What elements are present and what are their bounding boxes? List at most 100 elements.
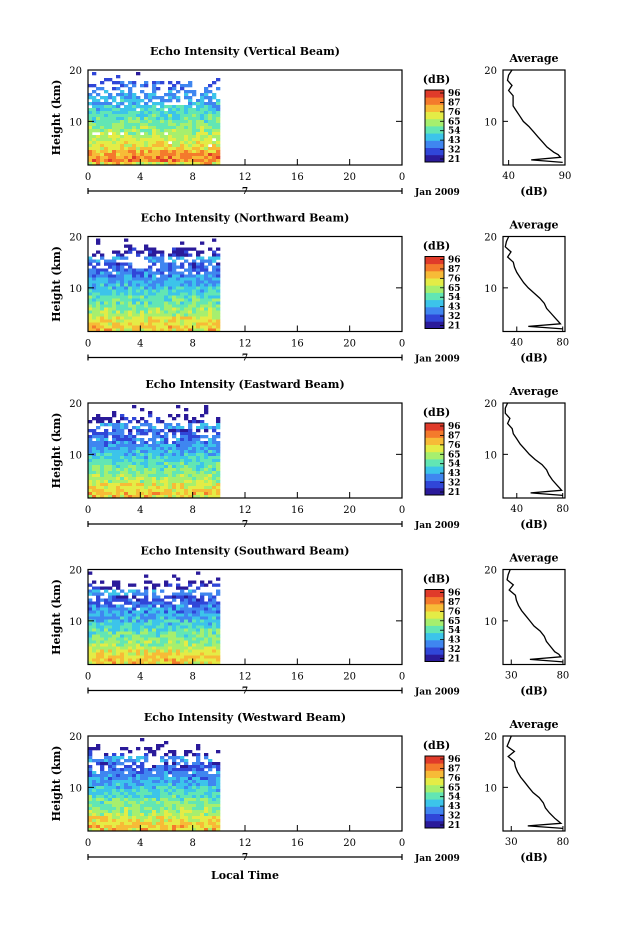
- heatmap-cell: [104, 120, 109, 124]
- heatmap-cell: [164, 789, 169, 793]
- heatmap-cell: [188, 138, 193, 142]
- heatmap-cell: [124, 459, 129, 463]
- heatmap-cell: [172, 250, 177, 254]
- heatmap-cell: [196, 117, 201, 121]
- heatmap-cell: [144, 277, 149, 281]
- heatmap-cell: [180, 465, 185, 469]
- heatmap-cell: [148, 277, 153, 281]
- heatmap-cell: [168, 292, 173, 296]
- heatmap-cell: [148, 438, 153, 442]
- heatmap-cell: [124, 813, 129, 817]
- heatmap-cell: [120, 310, 125, 314]
- heatmap-cell: [188, 819, 193, 823]
- colorbar-segment: [425, 133, 444, 141]
- heatmap-cell: [88, 147, 93, 151]
- heatmap-cell: [120, 789, 125, 793]
- heatmap-cell: [120, 771, 125, 775]
- heatmap-cell: [180, 777, 185, 781]
- heatmap-cell: [192, 435, 197, 439]
- heatmap-cell: [148, 628, 153, 632]
- heatmap-cell: [132, 271, 137, 275]
- heatmap-cell: [148, 792, 153, 796]
- heatmap-cell: [216, 634, 221, 638]
- heatmap-cell: [120, 307, 125, 311]
- heatmap-cell: [100, 280, 105, 284]
- heatmap-cell: [204, 798, 209, 802]
- heatmap-cell: [128, 480, 133, 484]
- heatmap-cell: [148, 144, 153, 148]
- heatmap-cell: [156, 774, 161, 778]
- heatmap-cell: [144, 610, 149, 614]
- heatmap-cell: [180, 622, 185, 626]
- heatmap-cell: [128, 444, 133, 448]
- heatmap-cell: [120, 613, 125, 617]
- heatmap-cell: [212, 492, 217, 496]
- heatmap-cell: [132, 447, 137, 451]
- colorbar-segment: [425, 451, 444, 460]
- x-tick-label: 0: [399, 339, 405, 350]
- heatmap-cell: [116, 756, 121, 760]
- heatmap-cell: [108, 798, 113, 802]
- heatmap-cell: [192, 658, 197, 662]
- heatmap-cell: [108, 444, 113, 448]
- heatmap-cell: [144, 783, 149, 787]
- heatmap-cell: [124, 135, 129, 139]
- heatmap-cell: [208, 807, 213, 811]
- heatmap-cell: [96, 646, 101, 650]
- heatmap-cell: [128, 111, 133, 115]
- heatmap-cell: [216, 247, 221, 251]
- heatmap-cell: [92, 607, 97, 611]
- heatmap-cell: [176, 328, 181, 332]
- heatmap-cell: [124, 777, 129, 781]
- heatmap-cell: [172, 750, 177, 754]
- heatmap-cell: [100, 610, 105, 614]
- heatmap-cell: [116, 432, 121, 436]
- heatmap-cell: [148, 135, 153, 139]
- heatmap-cell: [152, 138, 157, 142]
- heatmap-cell: [156, 444, 161, 448]
- heatmap-cell: [164, 646, 169, 650]
- heatmap-cell: [132, 129, 137, 133]
- heatmap-cell: [184, 816, 189, 820]
- heatmap-cell: [208, 792, 213, 796]
- heatmap-cell: [212, 259, 217, 263]
- heatmap-cell: [188, 132, 193, 136]
- heatmap-cell: [212, 132, 217, 136]
- heatmap-cell: [124, 468, 129, 472]
- heatmap-cell: [108, 453, 113, 457]
- heatmap-cell: [172, 159, 177, 163]
- heatmap-cell: [172, 798, 177, 802]
- heatmap-cell: [112, 756, 117, 760]
- heatmap-cell: [148, 319, 153, 323]
- heatmap-cell: [172, 123, 177, 127]
- heatmap-cell: [164, 819, 169, 823]
- heatmap-cell: [200, 477, 205, 481]
- heatmap-cell: [128, 90, 133, 94]
- heatmap-cell: [160, 450, 165, 454]
- heatmap-cell: [180, 108, 185, 112]
- heatmap-cell: [100, 328, 105, 332]
- heatmap-cell: [140, 307, 145, 311]
- heatmap-cell: [96, 150, 101, 154]
- heatmap-cell: [192, 280, 197, 284]
- heatmap-cell: [148, 289, 153, 293]
- heatmap-cell: [160, 292, 165, 296]
- heatmap-cell: [188, 613, 193, 617]
- heatmap-cell: [188, 120, 193, 124]
- heatmap-cell: [152, 492, 157, 496]
- heatmap-cell: [124, 652, 129, 656]
- heatmap-cell: [140, 310, 145, 314]
- heatmap-cell: [204, 456, 209, 460]
- heatmap-cell: [184, 598, 189, 602]
- heatmap-cell: [108, 625, 113, 629]
- panel-5: Echo Intensity (Westward Beam)1020Height…: [50, 711, 569, 864]
- heatmap-cell: [196, 628, 201, 632]
- heatmap-cell: [92, 453, 97, 457]
- heatmap-cell: [196, 795, 201, 799]
- colorbar-tick-label: 21: [448, 488, 461, 498]
- heatmap-cell: [192, 483, 197, 487]
- heatmap-cell: [140, 798, 145, 802]
- heatmap-cell: [144, 156, 149, 160]
- heatmap-cell: [184, 322, 189, 326]
- heatmap-cell: [92, 126, 97, 130]
